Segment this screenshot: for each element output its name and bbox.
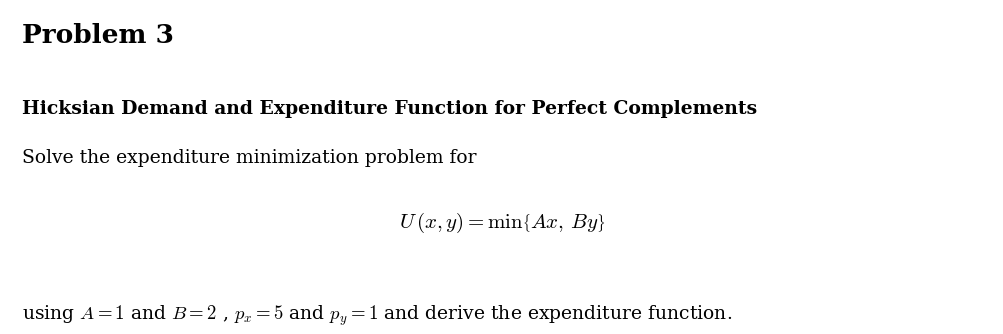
Text: Problem 3: Problem 3 [22,23,174,48]
Text: $U\,(x, y) = \min\left\{Ax,\, By\right\}$: $U\,(x, y) = \min\left\{Ax,\, By\right\}… [398,210,605,234]
Text: using $A = 1$ and $B = 2$ , $p_x = 5$ and $p_y = 1$ and derive the expenditure f: using $A = 1$ and $B = 2$ , $p_x = 5$ an… [22,304,731,328]
Text: Solve the expenditure minimization problem for: Solve the expenditure minimization probl… [22,149,476,167]
Text: Hicksian Demand and Expenditure Function for Perfect Complements: Hicksian Demand and Expenditure Function… [22,100,756,118]
